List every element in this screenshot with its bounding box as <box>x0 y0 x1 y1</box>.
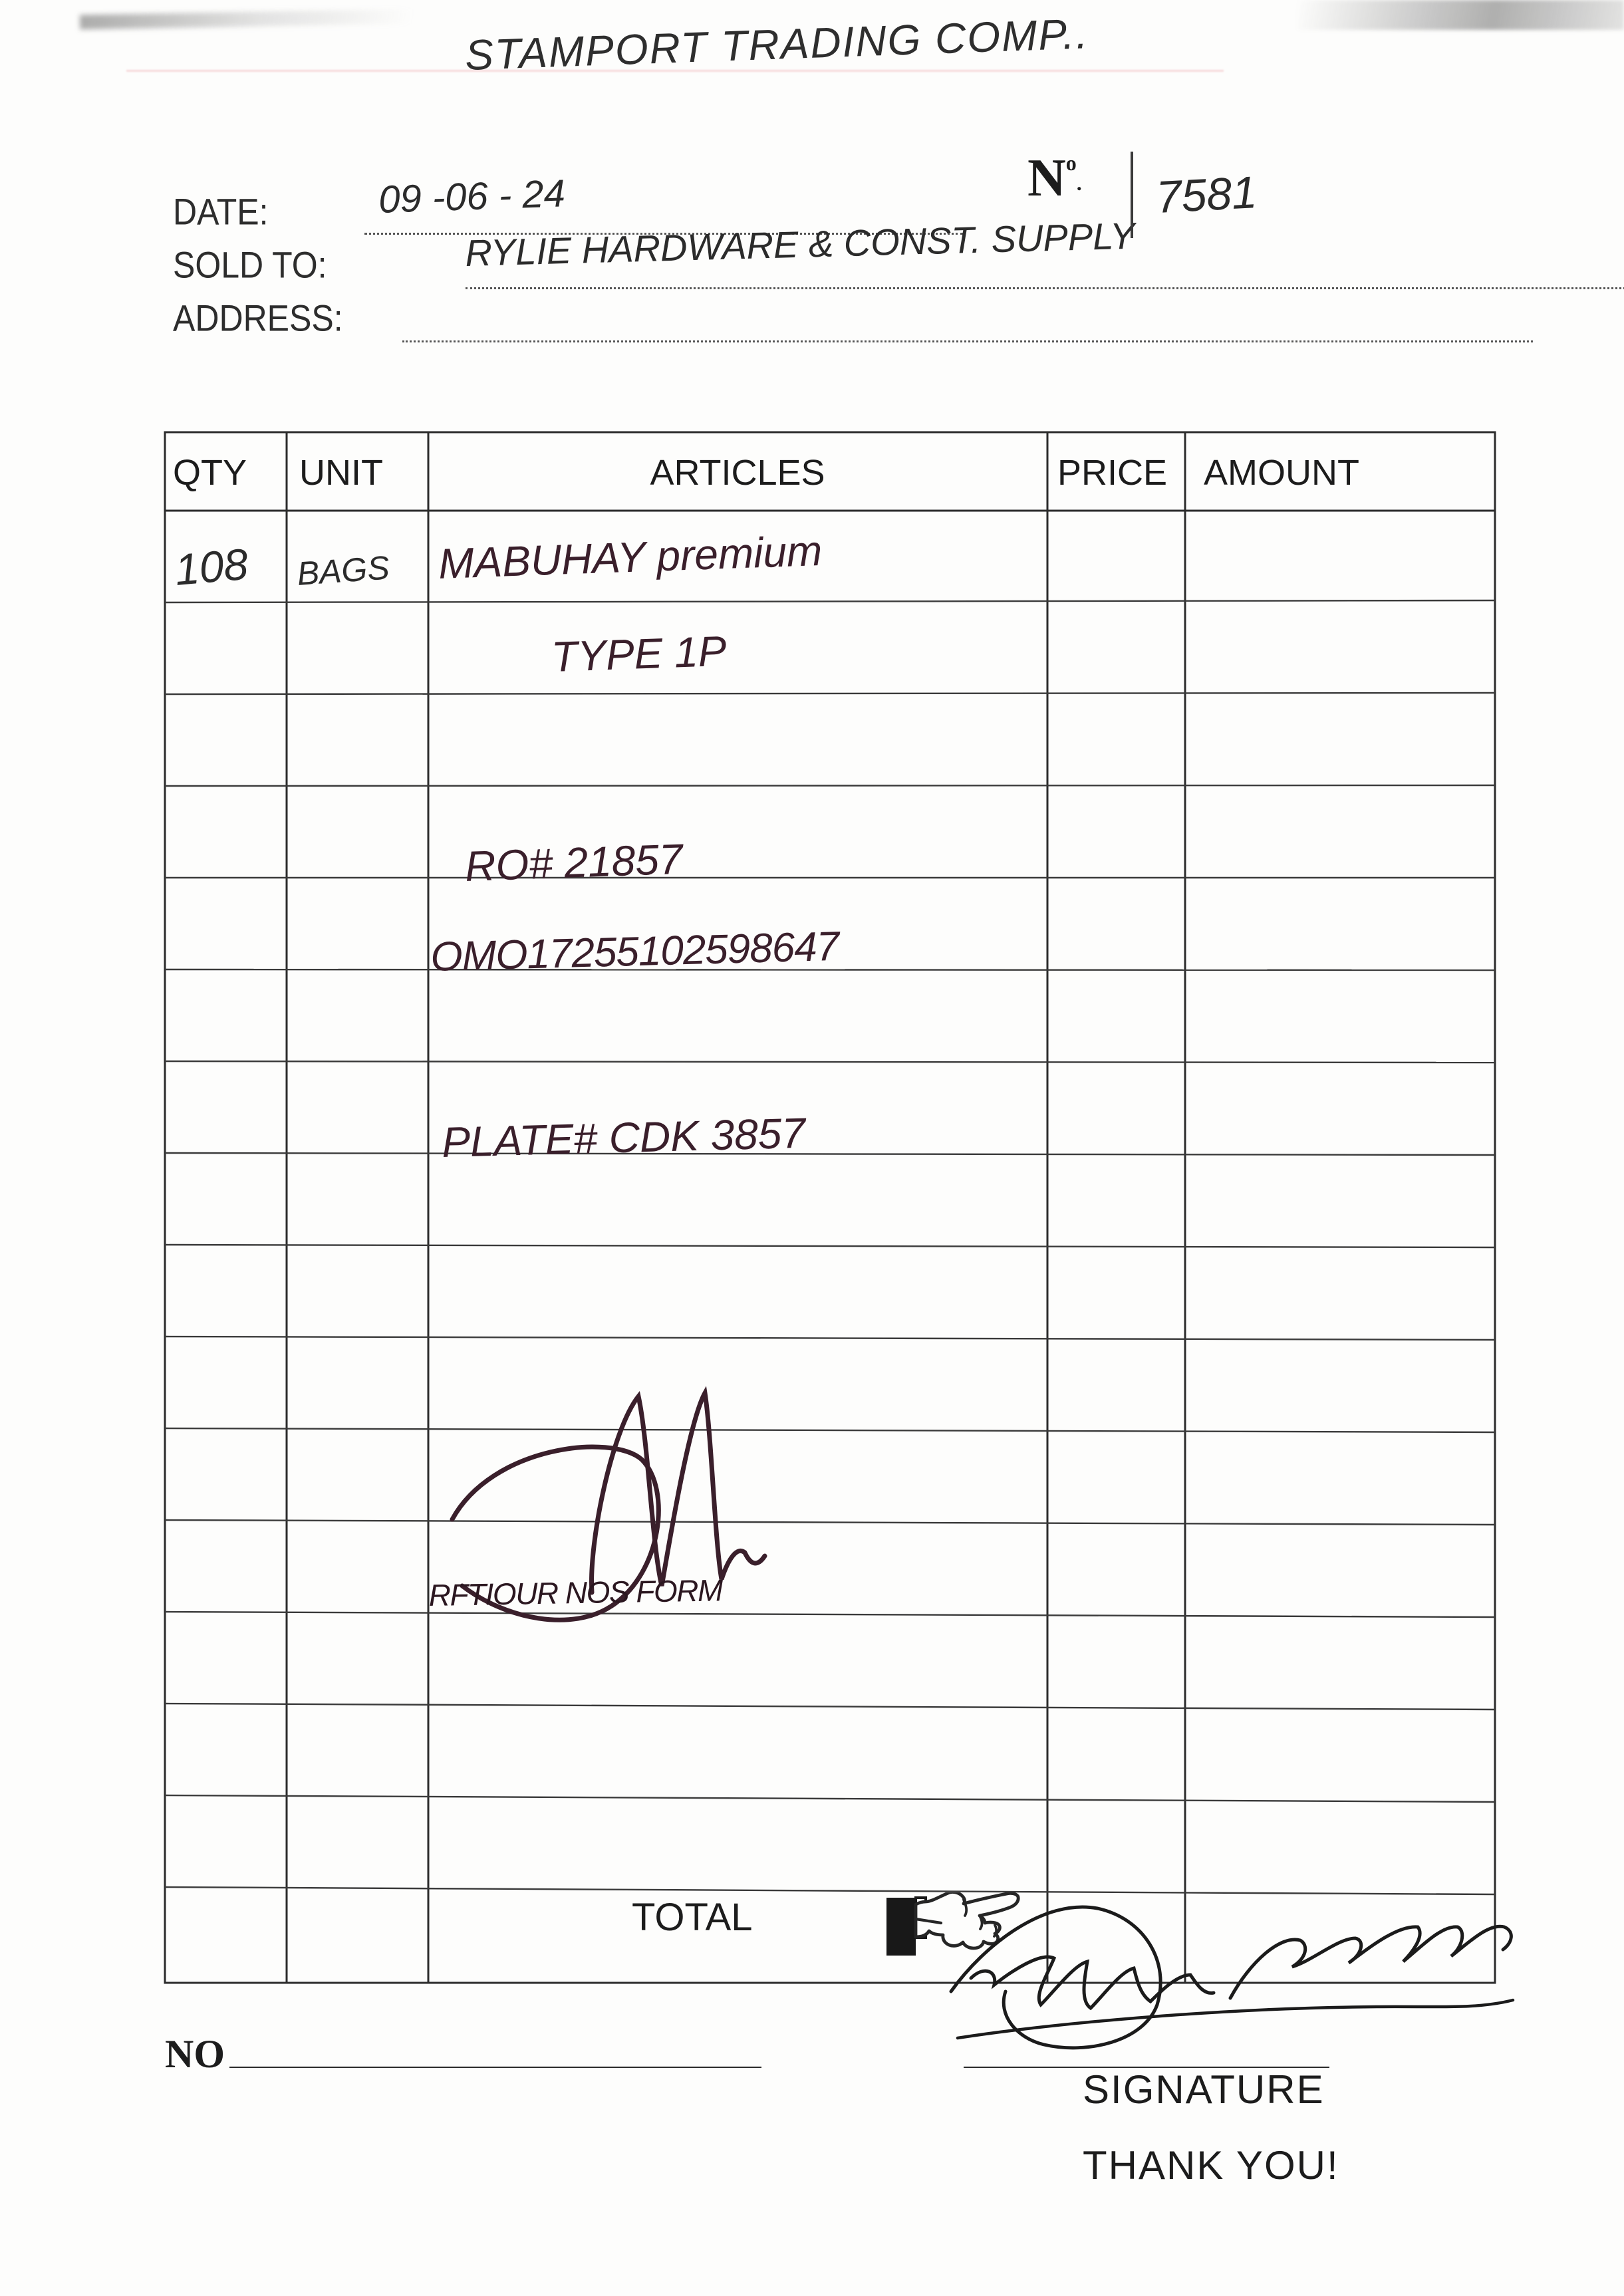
svg-text:PLATE# CDK 3857: PLATE# CDK 3857 <box>442 1109 807 1166</box>
svg-text:OMO17255102598647: OMO17255102598647 <box>431 924 842 980</box>
svg-text:108: 108 <box>176 539 250 594</box>
svg-text:BAGS: BAGS <box>298 549 390 592</box>
svg-text:TYPE 1P: TYPE 1P <box>552 627 728 681</box>
svg-text:MABUHAY premium: MABUHAY premium <box>439 527 823 588</box>
svg-text:RFTIOUR NOS FORM: RFTIOUR NOS FORM <box>429 1573 724 1612</box>
svg-text:RO# 21857: RO# 21857 <box>466 835 685 890</box>
